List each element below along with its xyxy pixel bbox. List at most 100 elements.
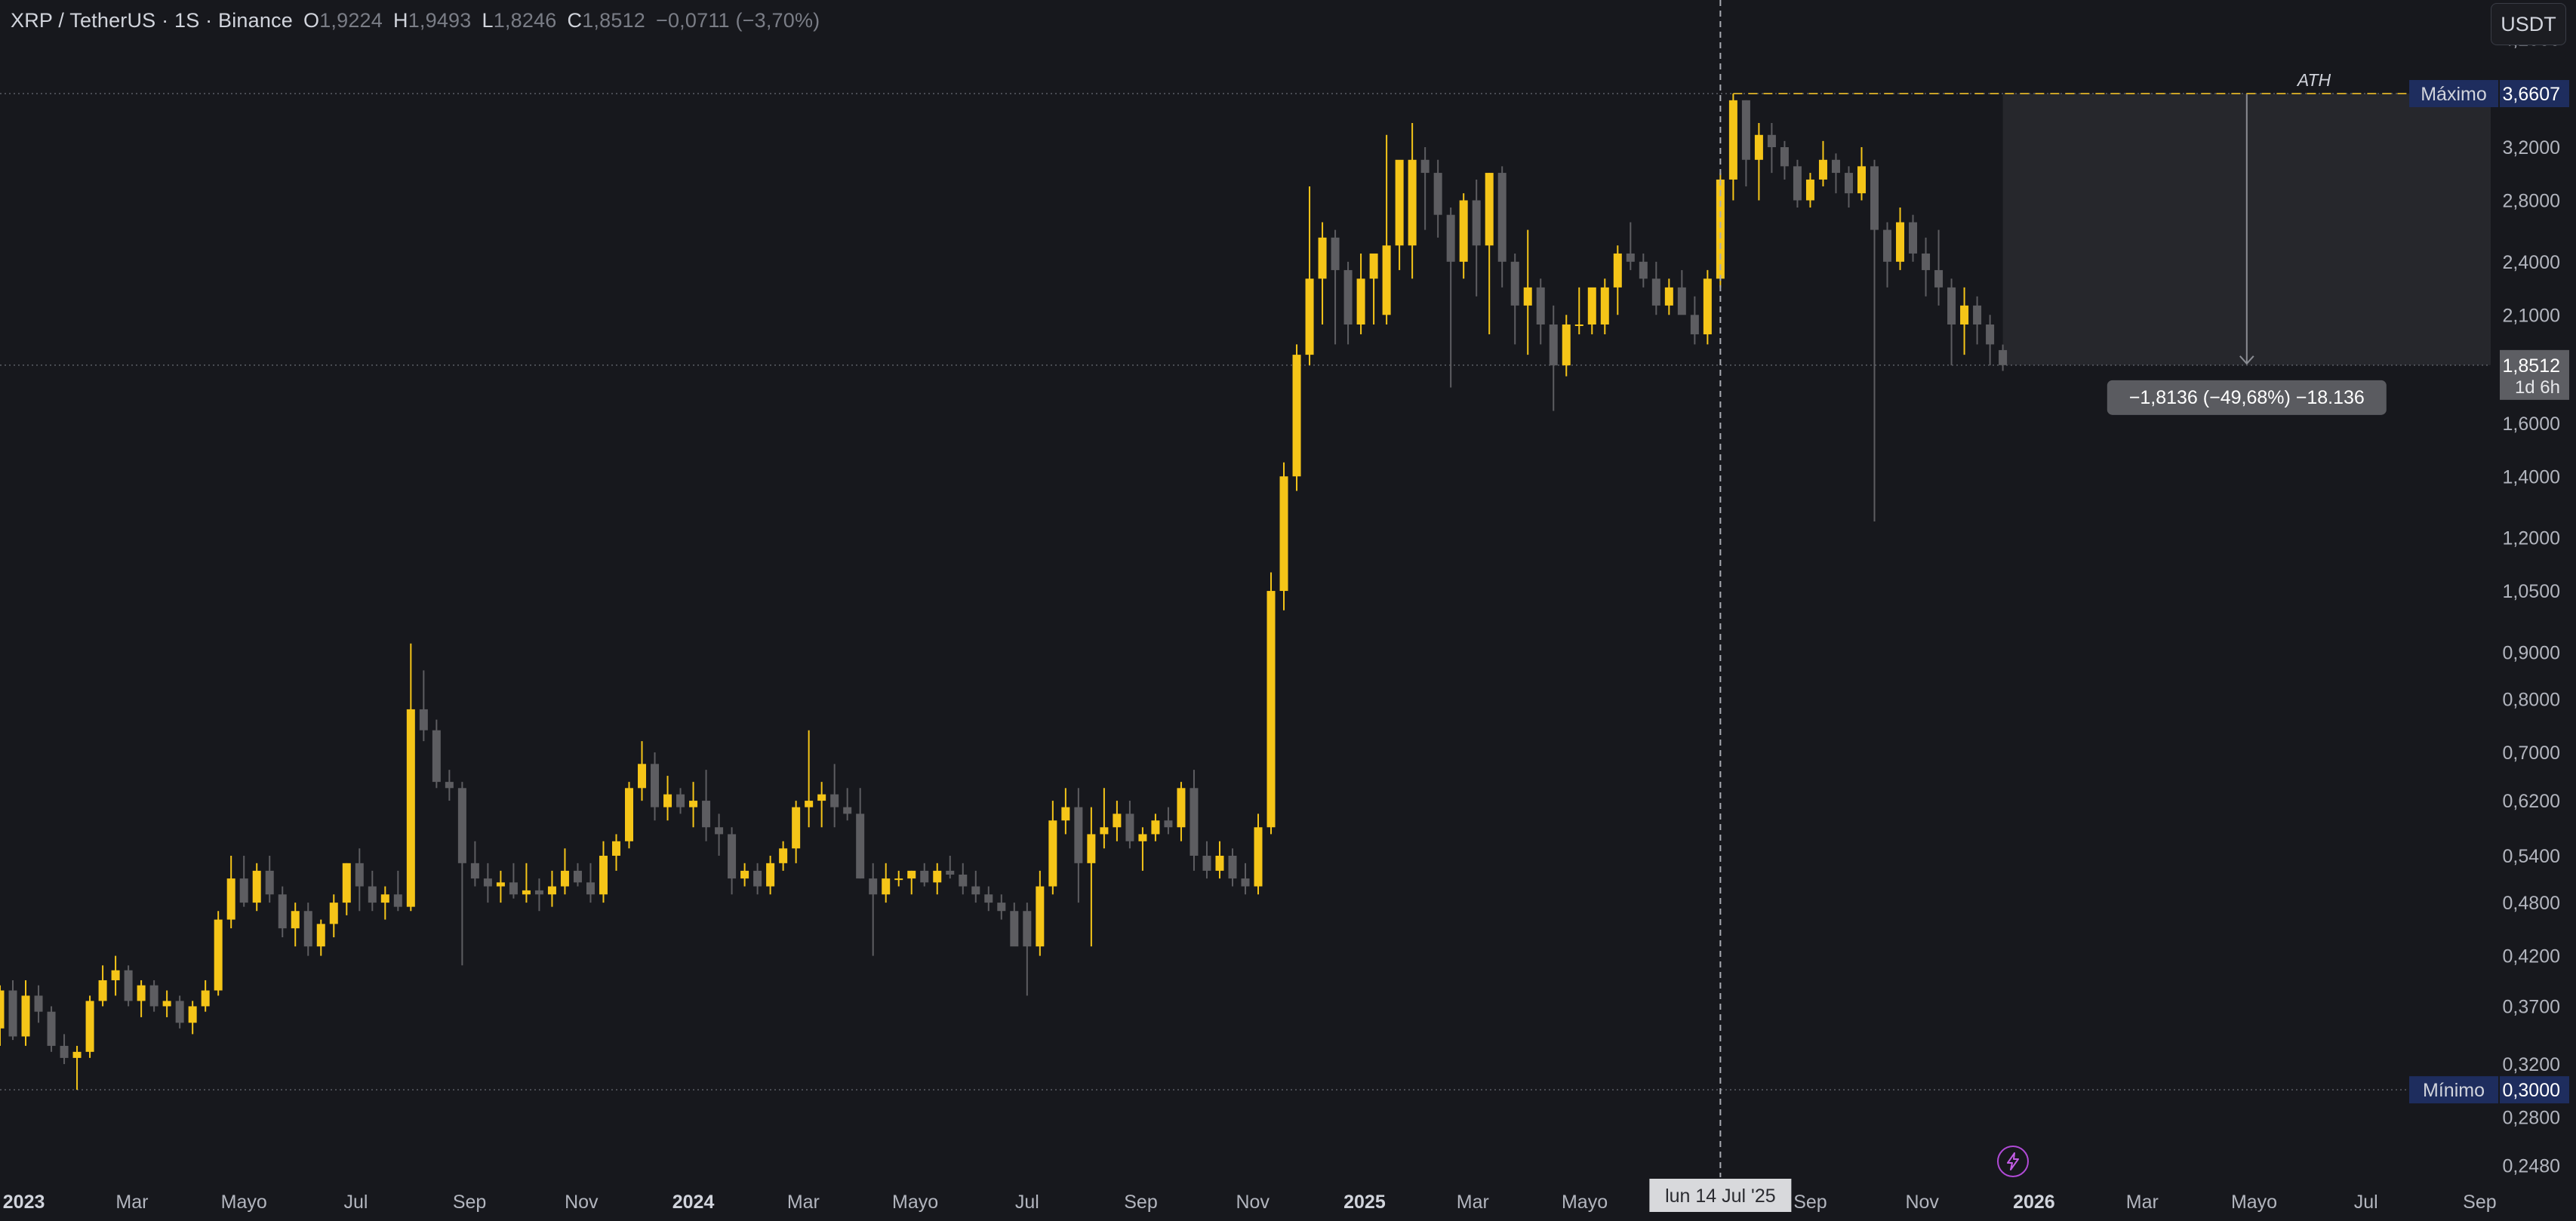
candle-body — [1600, 287, 1609, 325]
time-tick-label: Jul — [1015, 1192, 1039, 1213]
candle — [60, 1034, 69, 1065]
measure-range-layer — [2002, 94, 2491, 365]
candle-body — [1061, 807, 1070, 821]
candle-body — [1433, 173, 1442, 215]
candle — [1805, 173, 1814, 208]
candle-body — [1677, 287, 1686, 315]
time-axis[interactable]: 2023 Mar Mayo Jul Sep Nov 2024 Mar Mayo Jul Sep Nov… — [3, 1192, 2497, 1213]
candle-body — [817, 794, 826, 801]
candle — [933, 863, 942, 895]
candle-body — [843, 807, 852, 814]
candle — [715, 813, 724, 856]
candle — [1190, 770, 1199, 871]
candle-body — [1036, 886, 1045, 947]
candle — [676, 788, 685, 814]
candle — [1510, 253, 1519, 345]
candle — [1125, 801, 1134, 849]
candle — [817, 782, 826, 828]
candle-body — [355, 863, 364, 887]
candle-body — [278, 894, 287, 929]
candle — [728, 827, 737, 895]
reference-lines-layer: ATH — [0, 70, 2491, 1090]
candle — [611, 834, 620, 871]
price-tick-label: 0,3700 — [2503, 996, 2560, 1017]
candle — [1793, 159, 1802, 208]
candle — [291, 903, 300, 947]
candle — [907, 870, 916, 895]
candle-body — [1279, 476, 1288, 592]
candle-body — [1947, 287, 1956, 325]
candle — [278, 886, 287, 938]
candle — [573, 863, 582, 887]
candle — [1844, 166, 1853, 208]
price-tick-label: 0,5400 — [2503, 846, 2560, 867]
candle-body — [1960, 305, 1969, 325]
candle — [1986, 315, 1995, 366]
candle-body — [124, 970, 133, 1001]
candle-body — [1922, 253, 1931, 270]
price-tick-label: 1,4000 — [2503, 466, 2560, 487]
candle-body — [1574, 324, 1583, 327]
candle — [445, 770, 454, 801]
candle-body — [1215, 855, 1224, 871]
candle-body — [1010, 911, 1019, 947]
candle-body — [779, 848, 788, 863]
candle-body — [1408, 159, 1417, 246]
candle-body — [1318, 237, 1327, 279]
candle-body — [1973, 305, 1982, 325]
open-value: 1,9224 — [319, 9, 383, 32]
candle-body — [303, 911, 312, 947]
currency-button[interactable]: USDT — [2491, 3, 2566, 45]
price-axis[interactable]: 4,20003,20002,80002,40002,10001,60001,40… — [2503, 29, 2560, 1177]
symbol-name[interactable]: XRP / TetherUS · 1S · Binance — [11, 9, 293, 32]
candle-body — [882, 878, 891, 895]
candle-body — [1510, 261, 1519, 306]
candle-body — [894, 878, 903, 881]
candle-body — [1138, 834, 1147, 841]
candle-body — [47, 1011, 56, 1046]
candle-body — [34, 995, 43, 1012]
candle — [651, 752, 660, 821]
candle — [920, 863, 929, 887]
candle — [1087, 807, 1096, 947]
candle — [1138, 827, 1147, 871]
candle-body — [856, 813, 865, 879]
candle-body — [406, 709, 415, 907]
candle — [303, 903, 312, 956]
candle-body — [1639, 261, 1648, 279]
candle — [1241, 863, 1250, 895]
candle-body — [21, 995, 30, 1037]
candle — [792, 801, 801, 863]
candle-body — [1909, 222, 1918, 254]
candle — [1870, 159, 1879, 522]
axis-badges-layer: lun 14 Jul '25 Máximo 3,6607 Mínimo 0,3000 1,… — [1649, 80, 2569, 1212]
lightning-icon[interactable] — [1997, 1146, 2029, 1177]
candle-body — [342, 863, 351, 903]
price-tick-label: 0,9000 — [2503, 642, 2560, 663]
time-tick-label: 2024 — [672, 1192, 715, 1213]
candle-body — [201, 990, 210, 1007]
candle — [625, 782, 634, 849]
time-tick-label: Sep — [1793, 1192, 1827, 1213]
candle — [894, 870, 903, 887]
candle-body — [175, 1001, 184, 1023]
candle — [1523, 229, 1532, 355]
crosshair-date-badge — [1649, 1179, 1792, 1212]
candle — [1639, 253, 1648, 288]
price-tick-label: 0,3200 — [2503, 1054, 2560, 1075]
candle-body — [1485, 173, 1494, 246]
price-tick-label: 1,6000 — [2503, 414, 2560, 435]
candle — [560, 848, 569, 895]
candle-body — [920, 870, 929, 883]
candle — [1408, 123, 1417, 279]
candle-body — [1999, 349, 2008, 365]
measure-tooltip-label: −1,8136 (−49,68%) −18.136 — [2129, 387, 2365, 408]
candle — [316, 919, 325, 956]
candle — [1074, 788, 1083, 903]
candle — [1973, 296, 1982, 345]
min-tag-label: Mínimo — [2423, 1080, 2485, 1101]
candle — [265, 855, 274, 903]
candle — [1292, 344, 1301, 491]
